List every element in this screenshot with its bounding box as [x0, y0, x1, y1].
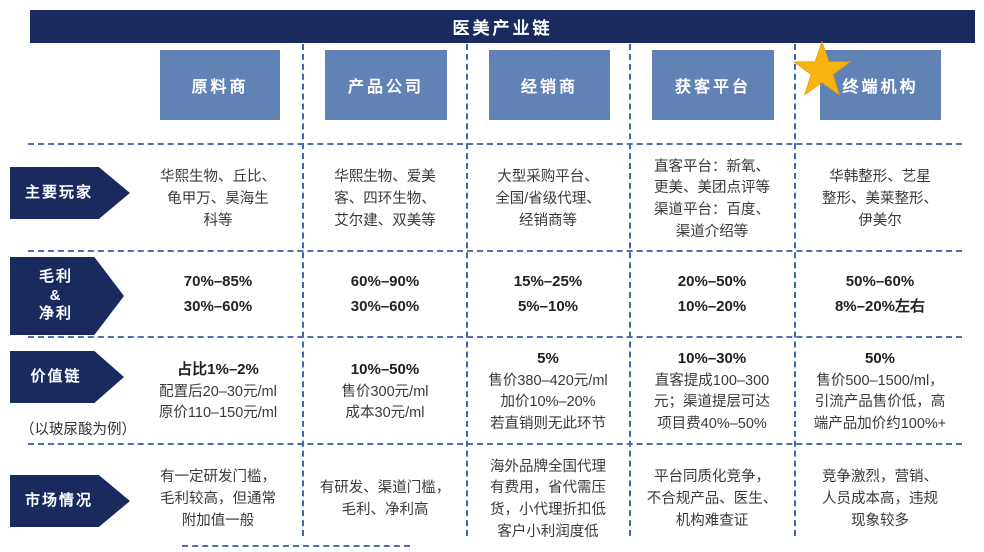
cell-value-acquisition-platform: 10%–30% 直客提成100–300 元；渠道提层可达 项目费40%–50% [633, 344, 791, 440]
cell-value-distributor: 5% 售价380–420元/ml 加价10%–20% 若直销则无此环节 [470, 344, 626, 440]
row-label-text: 价值链 [30, 367, 82, 385]
row-label-value-chain: 价值链 [10, 351, 124, 403]
divider-vertical [794, 44, 796, 536]
cell-market-terminal-institution: 竞争激烈，营销、 人员成本高，违规 现象较多 [822, 469, 938, 529]
cell-players-product-company: 华熙生物、爱美 客、四环生物、 艾尔建、双美等 [334, 169, 436, 229]
cell-value-body: 售价300元/ml 成本30元/ml [341, 383, 429, 422]
divider-horizontal-partial [182, 545, 410, 547]
cell-profit-distributor: 15%–25% 5%–10% [513, 272, 583, 316]
cell-players-raw-material: 华熙生物、丘比、 龟甲万、昊海生 科等 [160, 169, 276, 229]
cell-value-head: 50% [864, 350, 896, 368]
cell-value-head: 10%–30% [677, 350, 747, 368]
cell-players-distributor: 大型采购平台、 全国/省级代理、 经销商等 [495, 169, 601, 229]
cell-value-body: 售价380–420元/ml 加价10%–20% 若直销则无此环节 [488, 372, 608, 433]
cell-value-raw-material: 占比1%–2% 配置后20–30元/ml 原价110–150元/ml [136, 344, 300, 440]
row-label-text: 净利 [38, 305, 73, 323]
cell-value-body: 配置后20–30元/ml 原价110–150元/ml [158, 383, 278, 422]
cell-value-head: 5% [537, 350, 559, 368]
cell-value-body: 售价500–1500/ml， 引流产品售价低，高 端产品加价约100%+ [813, 372, 947, 433]
row-label-text: & [49, 286, 63, 304]
row-label-text: 毛利 [38, 267, 73, 285]
cell-profit-terminal-institution: 50%–60% 8%–20%左右 [834, 272, 926, 316]
divider-horizontal [28, 143, 962, 145]
cell-profit-product-company: 60%–90% 30%–60% [350, 272, 420, 316]
column-header-label: 产品公司 [347, 79, 424, 96]
divider-vertical [302, 44, 304, 536]
cell-players-terminal-institution: 华韩整形、艺星 整形、美莱整形、 伊美尔 [822, 169, 938, 229]
value-chain-note: （以玻尿酸为例） [20, 422, 136, 438]
row-label-market-situation: 市场情况 [10, 475, 130, 527]
cell-value-product-company: 10%–50% 售价300元/ml 成本30元/ml [306, 344, 464, 440]
column-header-product-company: 产品公司 [325, 50, 447, 120]
page-title: 医美产业链 [452, 19, 553, 38]
divider-vertical [466, 44, 468, 536]
cell-value-head: 占比1%–2% [177, 361, 259, 378]
cell-profit-acquisition-platform: 20%–50% 10%–20% [677, 272, 747, 316]
star-icon [793, 40, 851, 96]
cell-value-head: 10%–50% [350, 361, 420, 378]
title-bar: 医美产业链 [30, 10, 975, 43]
column-header-label: 原料商 [191, 79, 249, 96]
row-label-text: 主要玩家 [24, 183, 93, 201]
cell-value-body: 直客提成100–300 元；渠道提层可达 项目费40%–50% [654, 372, 770, 433]
cell-market-distributor: 海外品牌全国代理 有费用，省代需压 货，小代理折扣低 客户小利润度低 [490, 458, 606, 540]
column-header-label: 终端机构 [842, 79, 919, 96]
cell-players-acquisition-platform: 直客平台：新氧、 更美、美团点评等 渠道平台：百度、 渠道介绍等 [654, 158, 770, 240]
divider-horizontal [28, 336, 962, 338]
cell-market-raw-material: 有一定研发门槛， 毛利较高，但通常 附加值一般 [160, 469, 276, 529]
column-header-label: 获客平台 [674, 79, 751, 96]
row-label-text: 市场情况 [24, 491, 93, 509]
row-label-gross-net-profit: 毛利 & 净利 [10, 257, 124, 335]
column-header-acquisition-platform: 获客平台 [652, 50, 774, 120]
cell-market-product-company: 有研发、渠道门槛， 毛利、净利高 [319, 480, 451, 518]
divider-horizontal [28, 443, 962, 445]
cell-profit-raw-material: 70%–85% 30%–60% [183, 272, 253, 316]
divider-vertical [629, 44, 631, 536]
divider-horizontal [28, 250, 962, 252]
column-header-raw-material: 原料商 [160, 50, 280, 120]
column-header-distributor: 经销商 [489, 50, 610, 120]
cell-market-acquisition-platform: 平台同质化竞争， 不合规产品、医生、 机构难查证 [646, 469, 778, 529]
cell-value-terminal-institution: 50% 售价500–1500/ml， 引流产品售价低，高 端产品加价约100%+ [797, 344, 963, 440]
column-header-label: 经销商 [520, 79, 578, 96]
row-label-main-players: 主要玩家 [10, 167, 130, 219]
